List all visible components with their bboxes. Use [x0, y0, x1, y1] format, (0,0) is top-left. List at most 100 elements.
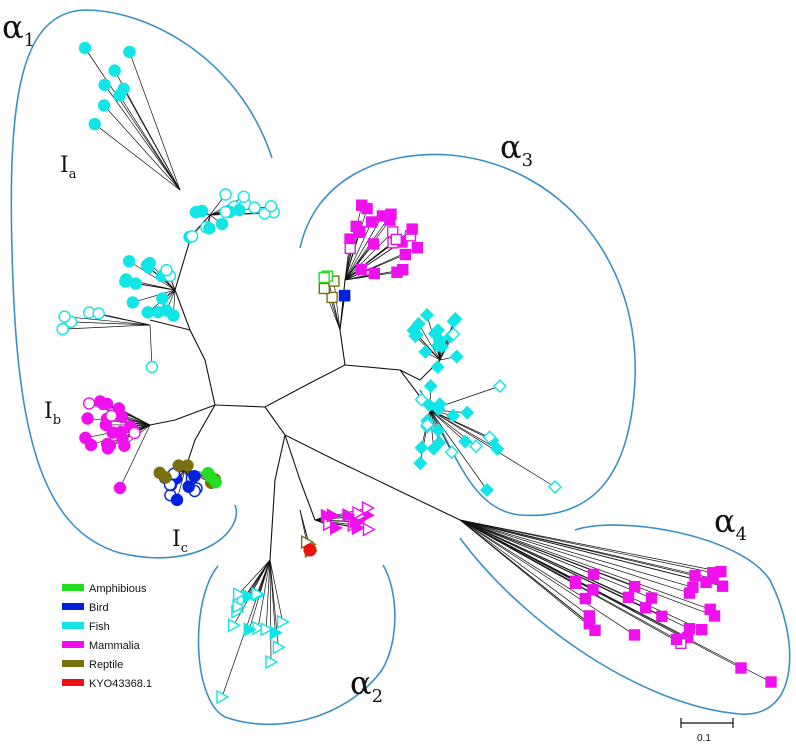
outline-alpha4	[459, 524, 791, 715]
leaf-marker-mammalia	[105, 409, 118, 422]
branch-line	[416, 334, 441, 361]
leaf-marker-fish	[413, 456, 428, 471]
leaf-marker-mammalia	[81, 412, 94, 425]
branch-line	[132, 289, 176, 303]
branch-line	[71, 321, 151, 326]
scale-bar-label: 0.1	[697, 733, 711, 744]
legend-item-fish: Fish	[62, 621, 110, 633]
leaf-marker-fish	[78, 41, 92, 55]
leaf-marker-fish	[243, 622, 257, 637]
leaf-marker-mammalia	[587, 568, 600, 581]
leaf-marker-mammalia	[406, 223, 418, 235]
legend-label-query: KYO43368.1	[89, 678, 152, 690]
legend-item-query: KYO43368.1	[62, 678, 152, 690]
leaf-marker-fish	[237, 190, 250, 204]
legend-label-fish: Fish	[89, 621, 110, 633]
leaf-marker-mammalia	[361, 500, 375, 516]
leaf-marker-fish	[448, 312, 463, 326]
leaf-marker-mammalia	[356, 199, 368, 211]
leaf-marker-mammalia	[116, 432, 129, 446]
leaf-marker-fish	[265, 654, 279, 670]
leaf-marker-reptile	[326, 291, 338, 304]
leaf-marker-mammalia	[84, 438, 98, 452]
leaf-marker-mammalia	[689, 570, 701, 582]
leaf-marker-mammalia	[367, 238, 380, 250]
branch-line	[459, 519, 715, 617]
leaf-marker-fish	[423, 379, 438, 394]
leaf-marker-fish	[145, 360, 159, 374]
leaf-marker-fish	[117, 82, 130, 96]
leaf-marker-mammalia	[645, 592, 658, 604]
leaf-marker-mammalia	[656, 610, 668, 623]
branch-line	[344, 219, 391, 281]
leaf-marker-mammalia	[351, 520, 365, 536]
leaf-marker-amphibious	[204, 470, 217, 483]
branch-line	[209, 196, 244, 216]
leaf-marker-reptile	[318, 282, 330, 295]
leaf-marker-fish	[460, 405, 475, 420]
leaf-marker-fish	[232, 587, 247, 602]
leaf-marker-mammalia	[82, 397, 96, 410]
leaf-marker-mammalia	[112, 402, 126, 415]
tree-leaves	[56, 41, 777, 705]
leaf-marker-fish	[108, 64, 121, 77]
leaf-marker-mammalia	[707, 572, 719, 585]
leaf-marker-fish	[420, 417, 435, 432]
leaf-marker-mammalia	[99, 418, 112, 432]
leaf-marker-mammalia	[708, 610, 721, 622]
leaf-marker-query	[303, 543, 317, 557]
tree-backbone	[149, 239, 461, 561]
legend: Amphibious Bird Fish Mammalia Reptile KY…	[62, 583, 152, 690]
leaf-marker-fish	[492, 379, 507, 394]
leaf-marker-mammalia	[342, 507, 356, 523]
leaf-marker-mammalia	[411, 241, 424, 254]
subgroup-label-Ia: Ia	[60, 153, 77, 182]
legend-label-bird: Bird	[89, 602, 109, 614]
leaf-marker-fish	[446, 327, 461, 342]
leaf-marker-fish	[203, 222, 216, 235]
leaf-marker-mammalia	[735, 662, 747, 674]
branch-line	[333, 281, 341, 331]
branch-line	[459, 519, 635, 636]
branch-line	[344, 208, 368, 281]
branch-line	[265, 559, 271, 630]
legend-item-amphibious: Amphibious	[62, 583, 147, 595]
leaf-marker-mammalia	[344, 242, 356, 255]
leaf-marker-fish	[480, 483, 494, 497]
branch-line	[459, 519, 721, 572]
branch-line	[429, 409, 490, 438]
branch-line	[238, 559, 271, 595]
leaf-marker-fish	[219, 188, 232, 201]
branch-line	[299, 509, 307, 543]
leaf-marker-fish	[232, 599, 246, 614]
branch-line	[459, 519, 690, 594]
branch-line	[344, 221, 372, 281]
leaf-marker-mammalia	[326, 508, 340, 523]
leaf-marker-mammalia	[587, 584, 599, 596]
leaf-marker-mammalia	[368, 267, 380, 280]
leaf-marker-bird	[182, 480, 195, 493]
branch-line	[149, 324, 153, 368]
branch-line	[119, 424, 151, 489]
leaf-marker-fish	[432, 334, 447, 349]
leaf-marker-fish	[58, 310, 71, 323]
leaf-marker-fish	[414, 440, 429, 455]
leaf-marker-mammalia	[696, 623, 708, 636]
leaf-marker-mammalia	[628, 629, 641, 641]
leaf-marker-mammalia	[106, 426, 119, 439]
leaf-marker-fish	[469, 439, 484, 454]
scale-bar: 0.1	[680, 718, 734, 744]
leaf-marker-fish	[123, 45, 136, 59]
branch-line	[459, 519, 652, 599]
branch-line	[344, 231, 393, 281]
branch-line	[459, 519, 590, 617]
leaf-marker-fish	[420, 308, 435, 322]
leaf-marker-fish	[269, 625, 283, 640]
leaf-marker-fish	[432, 397, 447, 412]
leaf-marker-fish	[160, 304, 173, 317]
outline-alpha2	[197, 564, 396, 726]
leaf-marker-fish	[216, 689, 230, 705]
branch-line	[459, 519, 677, 640]
legend-item-bird: Bird	[62, 602, 109, 614]
leaf-marker-mammalia	[344, 233, 356, 245]
